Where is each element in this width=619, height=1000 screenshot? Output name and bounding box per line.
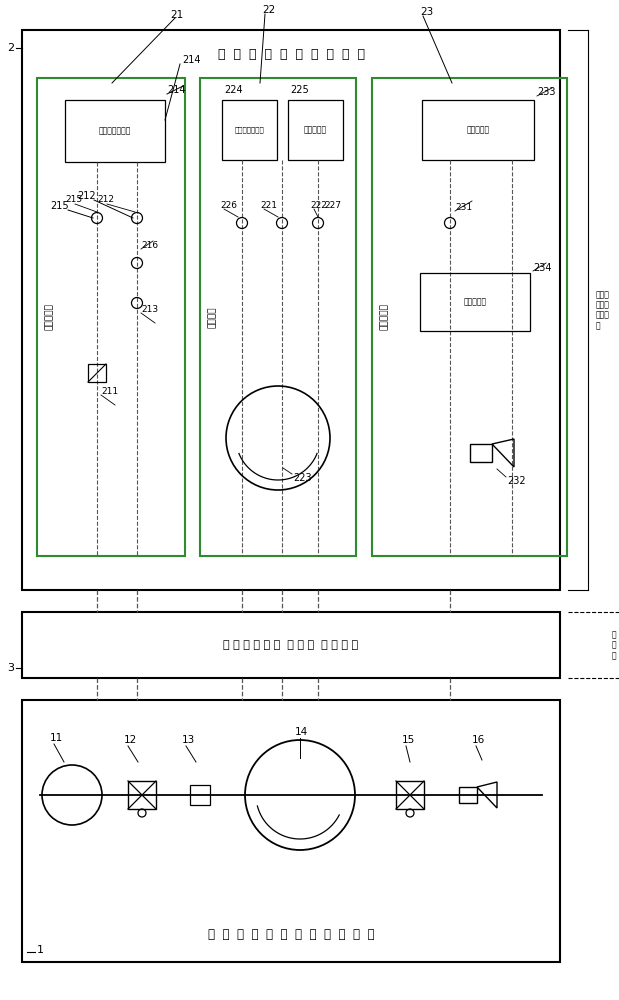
Bar xyxy=(37,78,185,556)
Text: 推力供给部: 推力供给部 xyxy=(464,298,487,306)
Bar xyxy=(22,612,560,678)
Text: 222: 222 xyxy=(310,200,327,210)
Bar xyxy=(222,100,277,160)
Bar xyxy=(422,100,534,160)
Bar xyxy=(128,781,156,809)
Bar xyxy=(470,444,492,462)
Text: 225: 225 xyxy=(290,85,309,95)
Text: 223: 223 xyxy=(293,473,311,483)
Text: 227: 227 xyxy=(324,200,341,210)
Text: 21: 21 xyxy=(170,10,183,20)
Text: 1: 1 xyxy=(37,945,44,955)
Text: 216: 216 xyxy=(141,240,158,249)
Text: 13: 13 xyxy=(182,735,195,745)
Text: 211: 211 xyxy=(101,386,118,395)
Text: 16: 16 xyxy=(472,735,485,745)
Text: 232: 232 xyxy=(507,476,526,486)
Text: 11: 11 xyxy=(50,733,63,743)
Text: 液体回收器: 液体回收器 xyxy=(304,125,327,134)
Text: 22: 22 xyxy=(262,5,275,15)
Text: 发动机模块: 发动机模块 xyxy=(379,304,389,330)
Bar xyxy=(65,100,165,162)
Bar xyxy=(288,100,343,160)
Text: 226: 226 xyxy=(220,200,237,210)
Text: 212: 212 xyxy=(77,191,95,201)
Text: 推力供给部: 推力供给部 xyxy=(467,125,490,134)
Bar xyxy=(190,785,210,805)
Bar xyxy=(459,787,477,803)
Text: 215: 215 xyxy=(50,201,69,211)
Text: 213: 213 xyxy=(141,304,158,314)
Text: 224: 224 xyxy=(224,85,243,95)
Bar xyxy=(88,364,106,382)
Text: 214: 214 xyxy=(182,55,201,65)
Text: 智能试
验控制
管理软
件: 智能试 验控制 管理软 件 xyxy=(596,290,610,330)
Text: 12: 12 xyxy=(124,735,137,745)
Text: 减压阀模块: 减压阀模块 xyxy=(45,304,53,330)
Text: 234: 234 xyxy=(533,263,552,273)
Text: 233: 233 xyxy=(537,87,555,97)
Text: 减压用气体储箱: 减压用气体储箱 xyxy=(99,126,131,135)
Text: 214: 214 xyxy=(167,85,186,95)
Text: 231: 231 xyxy=(455,202,472,212)
Text: 2: 2 xyxy=(7,43,14,53)
Bar xyxy=(22,700,560,962)
Text: 配送模块: 配送模块 xyxy=(207,306,217,328)
Text: 221: 221 xyxy=(260,200,277,210)
Text: 215: 215 xyxy=(65,196,82,205)
Text: 航  天  推  进  系  统  地  面  试  验  系  统: 航 天 推 进 系 统 地 面 试 验 系 统 xyxy=(208,928,374,940)
Bar xyxy=(396,781,424,809)
Text: 数 据 采 集 处 理  子 系 统  控 制 单 元: 数 据 采 集 处 理 子 系 统 控 制 单 元 xyxy=(223,640,358,650)
Text: 3: 3 xyxy=(7,663,14,673)
Bar xyxy=(22,30,560,590)
Text: 15: 15 xyxy=(402,735,415,745)
Bar xyxy=(420,273,530,331)
Text: 智  能  试  验  控  制  管  理  软  件: 智 能 试 验 控 制 管 理 软 件 xyxy=(217,48,365,62)
Text: 14: 14 xyxy=(295,727,308,737)
Bar xyxy=(372,78,567,556)
Text: 贮箱气体供给部: 贮箱气体供给部 xyxy=(235,127,264,133)
Bar xyxy=(200,78,356,556)
Text: 信
号
线: 信 号 线 xyxy=(612,630,617,660)
Text: 23: 23 xyxy=(420,7,433,17)
Text: 212: 212 xyxy=(97,196,114,205)
